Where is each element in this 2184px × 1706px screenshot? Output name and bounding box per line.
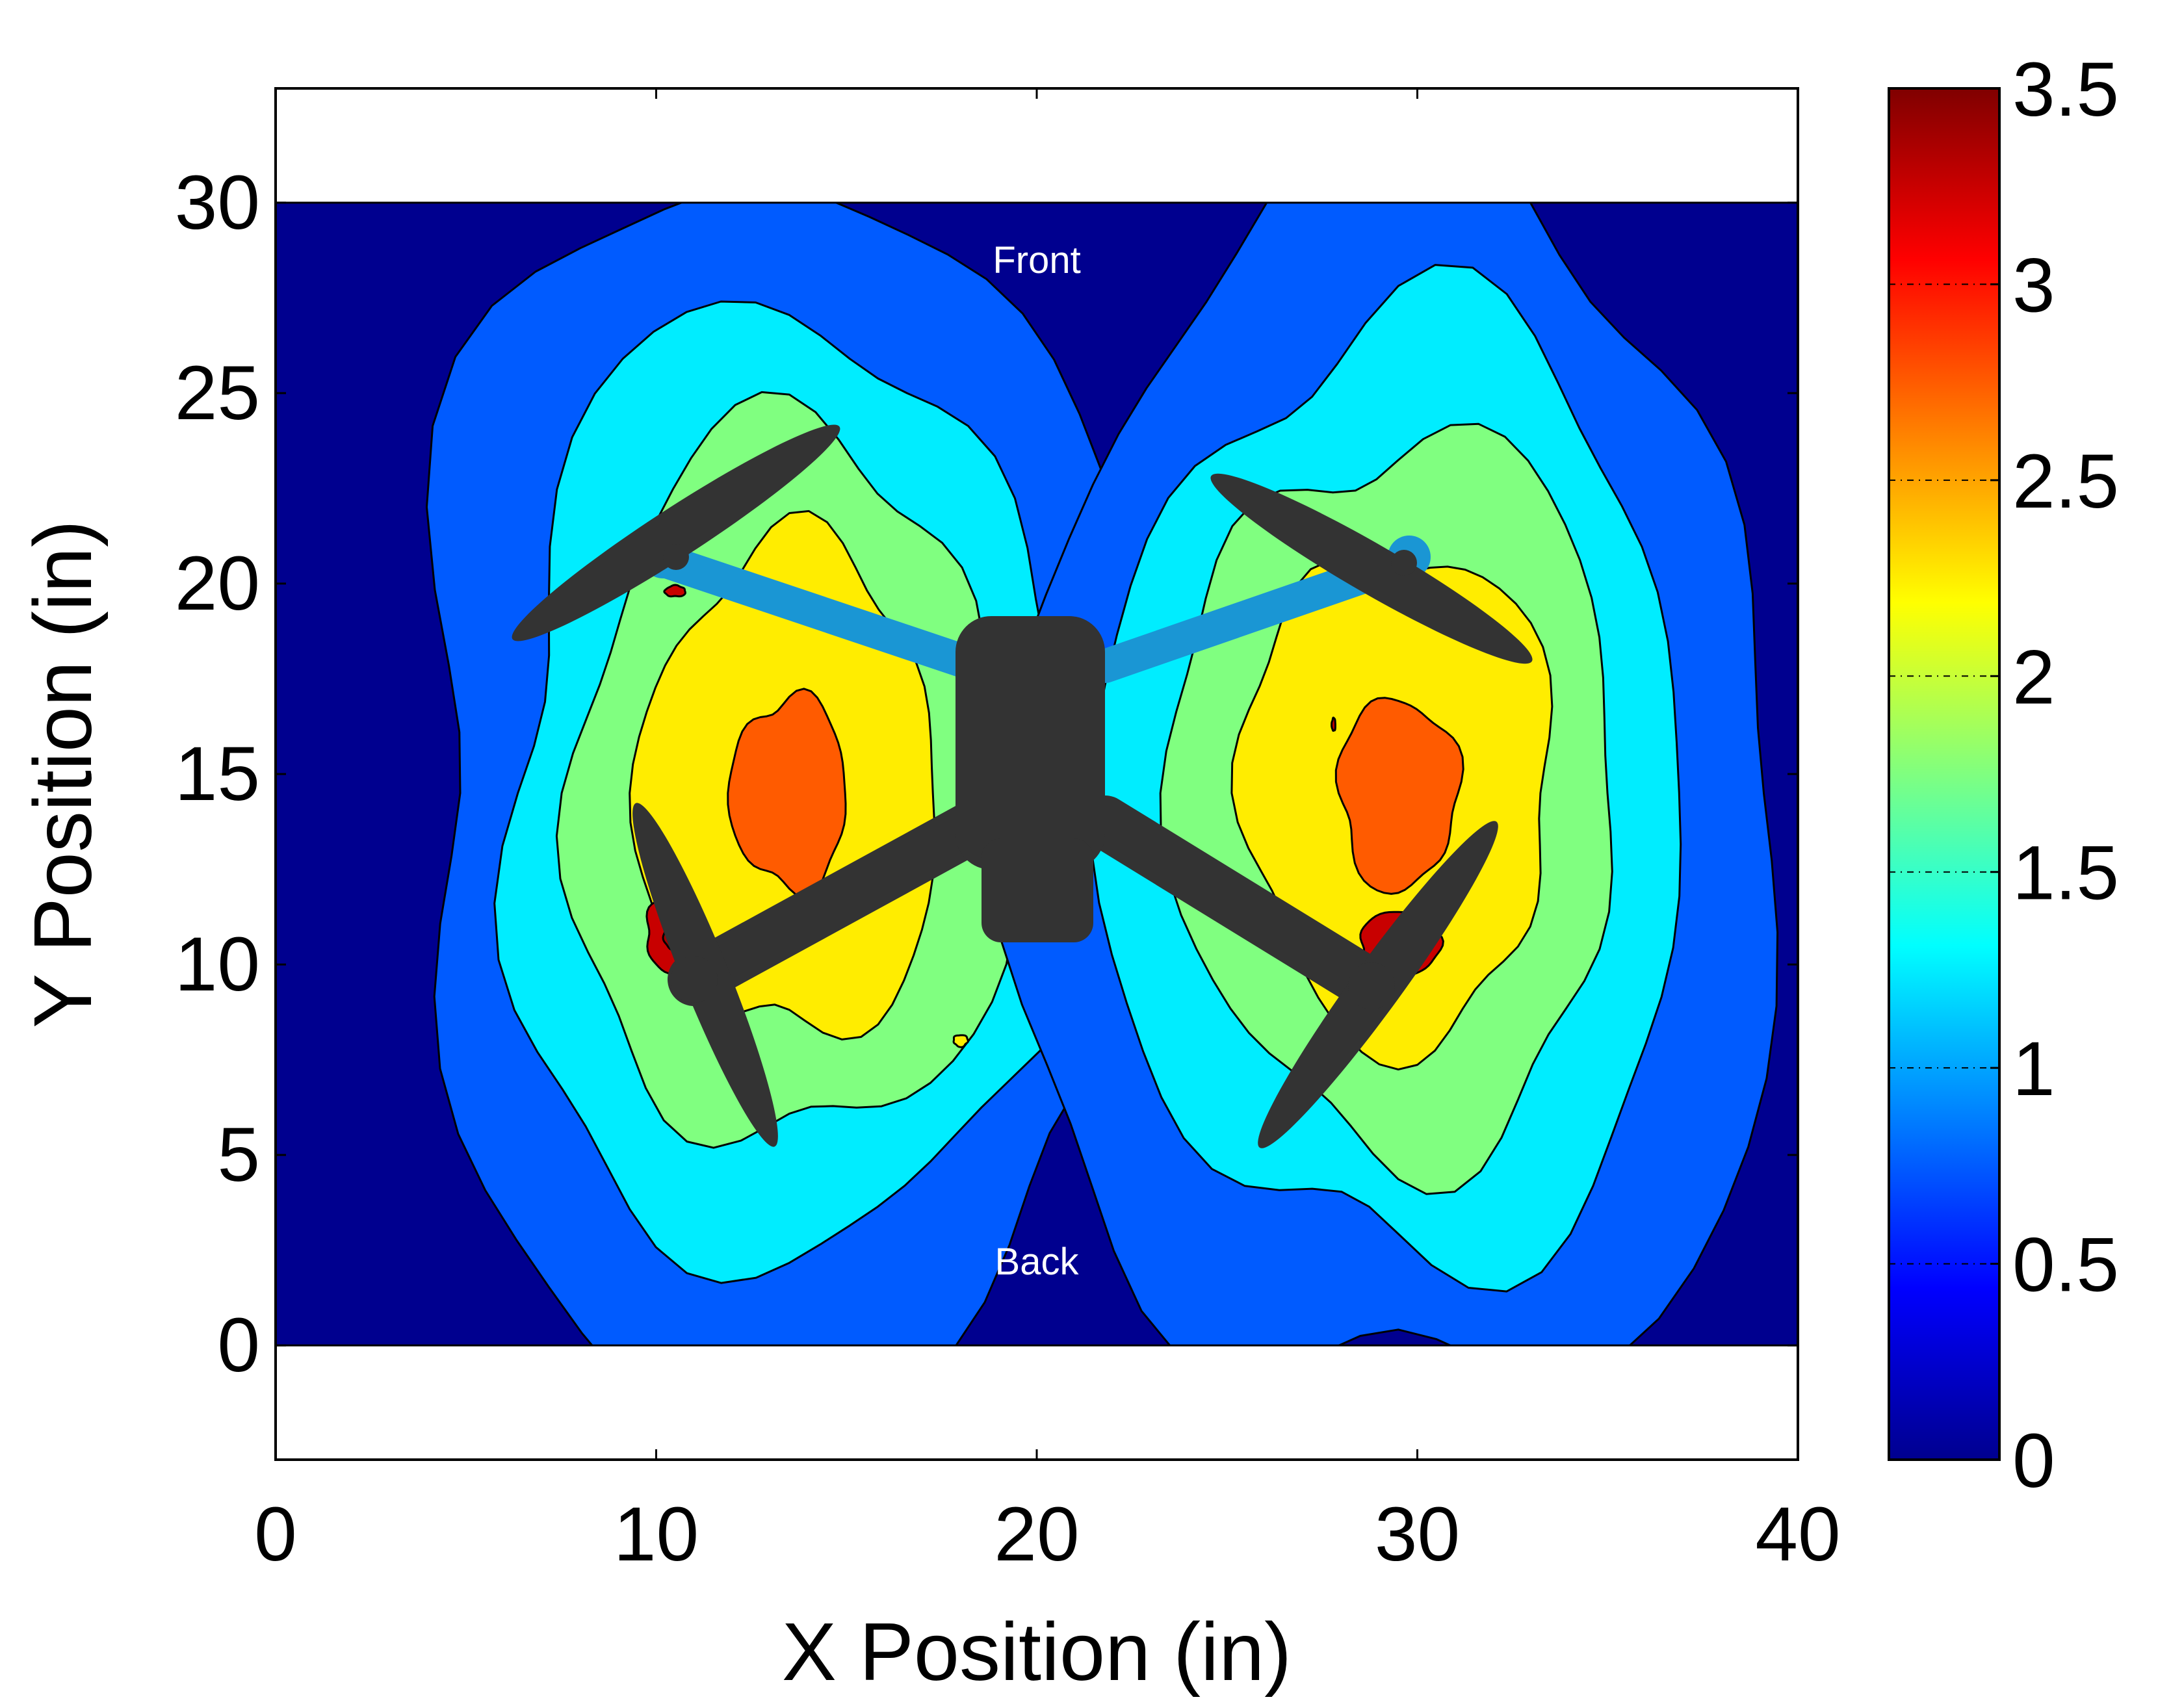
contour-fill-layer — [426, 202, 1779, 1346]
colorbar-frame — [1888, 87, 2001, 1461]
drone-body — [956, 616, 1105, 870]
contour-front-left-level-3 — [663, 584, 686, 598]
y-tick-label: 10 — [175, 922, 260, 1007]
y-tick-label: 5 — [217, 1112, 260, 1198]
y-tick-label: 15 — [175, 731, 260, 817]
annotation-back: Back — [995, 1241, 1080, 1283]
x-axis-title: X Position (in) — [782, 1606, 1292, 1698]
data-region-edges — [276, 201, 1798, 1347]
contour-right-lobe-level-2_5 — [1334, 697, 1464, 895]
drone-hub-front-left — [663, 544, 689, 570]
x-tick-label: 30 — [1375, 1492, 1460, 1577]
y-axis-title: Y Position (in) — [17, 520, 109, 1028]
colorbar-tick-label: 2 — [2012, 634, 2055, 720]
y-tick-label: 0 — [217, 1302, 260, 1388]
quadcopter-overlay — [512, 424, 1533, 1148]
drone-hub-front-right — [1391, 550, 1417, 576]
y-tick-label: 20 — [175, 541, 260, 627]
y-axis: 0 5 10 15 20 25 30 — [175, 160, 1798, 1388]
drone-propeller-front-left — [512, 424, 840, 641]
colorbar-tick-label: 0.5 — [2012, 1222, 2119, 1308]
x-tick-label: 10 — [614, 1492, 699, 1577]
colorbar-tick-label: 1 — [2012, 1026, 2055, 1112]
y-tick-label: 25 — [175, 350, 260, 436]
drone-front-left-arm — [646, 543, 995, 683]
colorbar-tick-label: 3.5 — [2012, 47, 2119, 133]
annotation-front: Front — [993, 239, 1080, 281]
drone-rear-left-arm — [668, 795, 1008, 1006]
drone-hub-rear-left — [671, 956, 718, 1003]
contour-center-right-level-3 — [1331, 716, 1336, 732]
drone-propeller-front-right — [1210, 473, 1533, 664]
drone-body-rear — [982, 838, 1093, 942]
colorbar-tick-label: 0 — [2012, 1418, 2055, 1504]
colorbar: 0 0.5 1 1.5 2 2.5 3 3.5 — [1888, 47, 2119, 1504]
contour-small-rear-center-level-2 — [952, 1034, 969, 1048]
colorbar-gradient — [1889, 88, 1999, 1460]
drone-rear-right-arm — [1078, 795, 1398, 1013]
colorbar-tick-label: 1.5 — [2012, 831, 2119, 916]
x-tick-label: 20 — [994, 1492, 1079, 1577]
colorbar-tick-label: 2.5 — [2012, 439, 2119, 524]
x-axis: 0 10 20 30 40 — [254, 88, 1841, 1577]
colorbar-ticks: 0 0.5 1 1.5 2 2.5 3 3.5 — [1889, 47, 2119, 1504]
colorbar-tick-label: 3 — [2012, 242, 2055, 328]
x-tick-label: 40 — [1755, 1492, 1840, 1577]
drone-hub-rear-right — [1348, 963, 1395, 1009]
x-tick-label: 0 — [254, 1492, 297, 1577]
y-tick-label: 30 — [175, 160, 260, 246]
